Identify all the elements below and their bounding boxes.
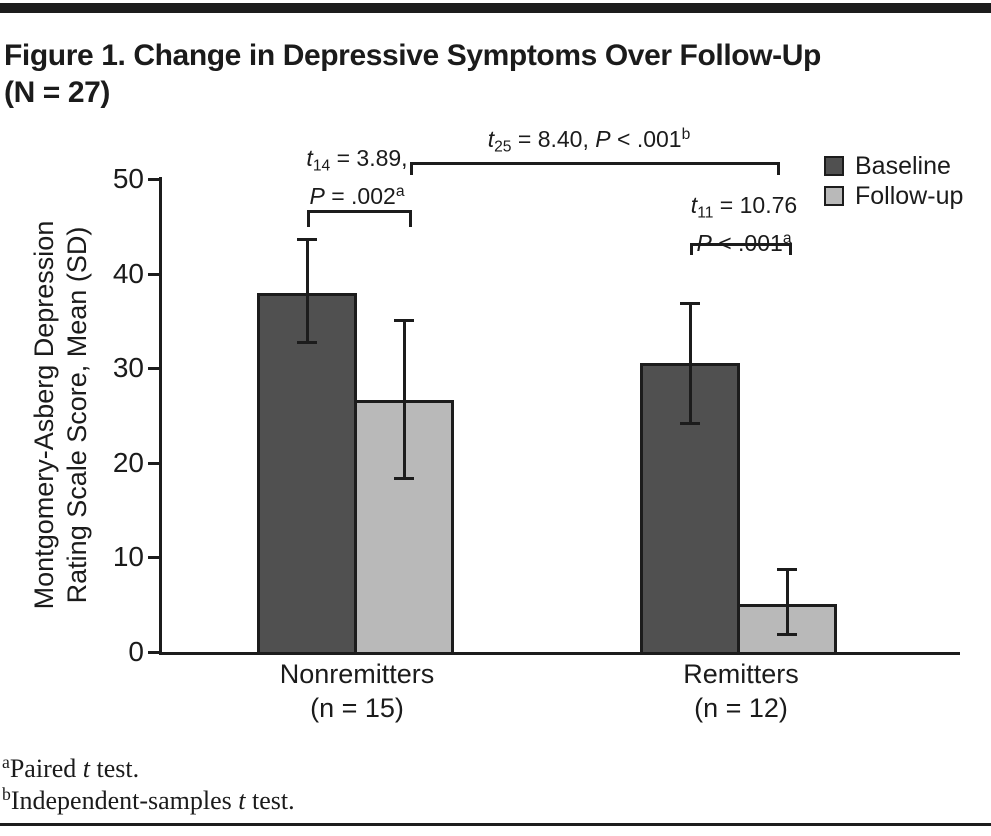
- error-bar-baseline-remitters-cap-top: [680, 301, 700, 305]
- error-bar-follow-up-remitters-cap-bottom: [777, 633, 797, 637]
- y-tick: [148, 367, 162, 371]
- y-axis-line: [159, 177, 162, 655]
- y-tick-label: 30: [112, 352, 144, 384]
- bracket-paired-nonremitters: [307, 210, 412, 213]
- y-tick-label: 50: [112, 163, 144, 194]
- legend: Baseline Follow-up: [824, 151, 963, 211]
- legend-item-followup: Follow-up: [824, 181, 963, 211]
- x-axis-line: [159, 652, 960, 655]
- annotation-paired-remitters: t11 = 10.76 P < .001a: [690, 192, 798, 256]
- top-rule: [0, 3, 991, 13]
- y-axis-label: Montgomery-Asberg Depression Rating Scale…: [29, 220, 92, 610]
- bracket-paired-nonremitters-left-tick: [307, 210, 310, 227]
- legend-label-baseline: Baseline: [855, 151, 951, 180]
- y-tick-label: 40: [112, 257, 144, 289]
- annotation-between-groups: t25 = 8.40, P < .001b: [487, 125, 691, 156]
- bracket-between-groups-left-tick: [410, 162, 413, 175]
- bracket-paired-remitters-left-tick: [690, 243, 693, 255]
- figure-title: Figure 1. Change in Depressive Symptoms …: [4, 37, 984, 111]
- y-tick-label: 0: [128, 636, 144, 667]
- figure-title-line1: Figure 1. Change in Depressive Symptoms …: [4, 39, 821, 73]
- error-bar-follow-up-remitters: [785, 568, 789, 635]
- figure-title-line2: (N = 27): [4, 76, 111, 110]
- error-bar-baseline-nonremitters: [305, 238, 309, 342]
- footnote-a: aPaired t test.: [2, 752, 140, 783]
- annotation-paired-nonremitters: t14 = 3.89, P = .002a: [306, 145, 408, 209]
- x-label-remitters: Remitters (n = 12): [683, 659, 799, 723]
- y-tick: [148, 272, 162, 276]
- y-tick: [148, 178, 162, 181]
- x-label-nonremitters: Nonremitters (n = 15): [279, 659, 435, 723]
- bracket-paired-remitters: [690, 243, 792, 246]
- error-bar-follow-up-nonremitters-cap-bottom: [394, 476, 414, 480]
- y-tick-label: 20: [112, 446, 144, 478]
- legend-item-baseline: Baseline: [824, 151, 963, 181]
- bar-baseline-nonremitters: [257, 292, 357, 655]
- baseline-swatch-icon: [824, 156, 844, 176]
- error-bar-follow-up-nonremitters-cap-top: [394, 318, 414, 322]
- y-tick-label: 10: [112, 541, 144, 573]
- error-bar-baseline-remitters-cap-bottom: [680, 422, 700, 426]
- error-bar-baseline-nonremitters-cap-bottom: [297, 340, 317, 344]
- error-bar-follow-up-remitters-cap-top: [777, 567, 797, 571]
- followup-swatch-icon: [824, 186, 844, 206]
- footnote-b: bIndependent-samples t test.: [2, 784, 295, 815]
- error-bar-follow-up-nonremitters: [402, 319, 406, 478]
- bracket-between-groups: [410, 162, 780, 165]
- y-tick: [148, 461, 162, 465]
- bracket-paired-remitters-right-tick: [789, 243, 792, 255]
- y-tick: [148, 556, 162, 560]
- error-bar-baseline-remitters: [688, 302, 692, 424]
- y-tick: [148, 651, 162, 654]
- bracket-paired-nonremitters-right-tick: [409, 210, 412, 227]
- bottom-rule: [0, 823, 991, 826]
- legend-label-followup: Follow-up: [855, 181, 964, 210]
- bracket-between-groups-right-tick: [777, 162, 780, 175]
- error-bar-baseline-nonremitters-cap-top: [297, 237, 317, 241]
